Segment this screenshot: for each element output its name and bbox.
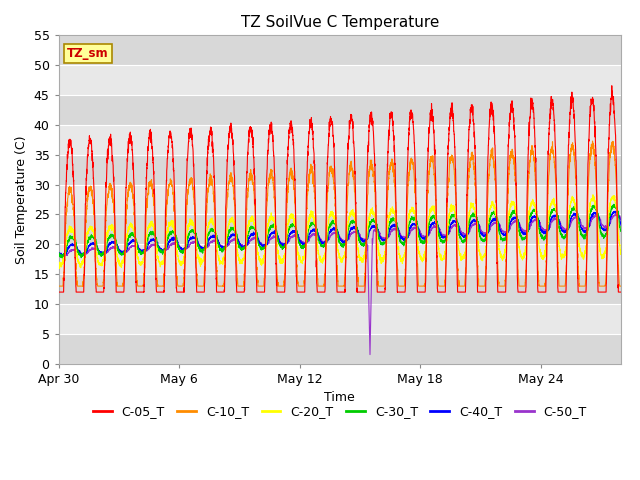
Y-axis label: Soil Temperature (C): Soil Temperature (C) <box>15 135 28 264</box>
Bar <box>59 274 621 304</box>
Bar <box>59 244 621 274</box>
Bar <box>59 304 621 334</box>
X-axis label: Time: Time <box>324 391 355 404</box>
Bar <box>59 155 621 185</box>
Legend: C-05_T, C-10_T, C-20_T, C-30_T, C-40_T, C-50_T: C-05_T, C-10_T, C-20_T, C-30_T, C-40_T, … <box>88 400 592 423</box>
Bar <box>59 36 621 65</box>
Bar <box>59 215 621 244</box>
Bar <box>59 334 621 364</box>
Title: TZ SoilVue C Temperature: TZ SoilVue C Temperature <box>241 15 439 30</box>
Bar <box>59 65 621 95</box>
Text: TZ_sm: TZ_sm <box>67 47 109 60</box>
Bar <box>59 95 621 125</box>
Bar <box>59 185 621 215</box>
Bar <box>59 125 621 155</box>
